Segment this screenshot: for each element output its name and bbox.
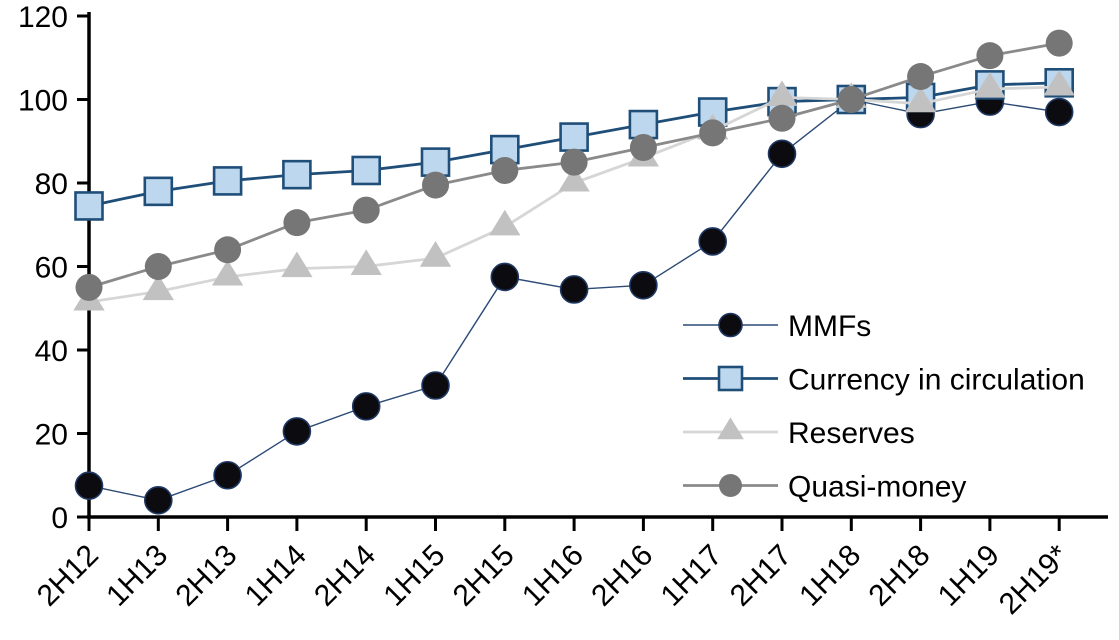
legend-label-reserves: Reserves (788, 417, 915, 450)
series-quasi-money-marker (560, 148, 588, 176)
x-tick-label: 1H15 (377, 539, 451, 613)
x-tick-label: 2H19* (993, 538, 1076, 621)
series-reserves-marker (974, 71, 1006, 98)
series-mmfs-marker (1044, 97, 1074, 127)
series-quasi-money-marker (75, 273, 103, 301)
legend-marker-quasi-money (719, 474, 742, 497)
series-reserves-marker (766, 80, 798, 106)
series-quasi-money-marker (976, 42, 1004, 70)
series-currency-in-circulation-marker (559, 122, 589, 152)
series-reserves-marker (281, 251, 313, 278)
series-mmfs-marker (144, 485, 173, 515)
series-quasi-money-marker (629, 134, 657, 162)
series-quasi-money-marker (837, 86, 865, 113)
series-reserves-marker (211, 259, 244, 286)
legend-marker-mmfs (718, 312, 743, 338)
x-tick-label: 2H17 (724, 539, 798, 613)
series-quasi-money-marker (283, 209, 311, 237)
y-tick-label: 80 (35, 168, 68, 201)
series-reserves-marker (904, 86, 937, 113)
x-tick-label: 2H12 (31, 539, 105, 613)
series-mmfs-marker (559, 275, 589, 304)
x-tick-label: 1H19 (932, 539, 1006, 613)
series-reserves-marker (142, 274, 174, 301)
series-currency-in-circulation-marker (282, 159, 312, 190)
legend-label-quasi-money: Quasi-money (788, 471, 966, 504)
y-tick-label: 120 (18, 1, 68, 34)
series-mmfs-marker (629, 270, 658, 300)
series-quasi-money-marker (1045, 29, 1073, 57)
series-reserves-marker (489, 209, 521, 236)
series-mmfs-marker (698, 227, 728, 256)
series-mmfs-marker (421, 371, 450, 400)
series-mmfs-marker (213, 460, 242, 490)
series-mmfs-marker (351, 392, 381, 421)
x-tick-label: 1H14 (239, 539, 313, 613)
series-mmfs-marker (282, 417, 312, 446)
series-mmfs-marker (74, 471, 104, 500)
series-mmfs-marker (767, 139, 797, 169)
series-currency-in-circulation-marker (351, 155, 382, 186)
series-currency-in-circulation-marker (143, 176, 174, 207)
x-tick-label: 1H16 (516, 539, 590, 613)
legend-item-reserves: Reserves (683, 417, 915, 450)
legend-item-currency-in-circulation: Currency in circulation (683, 364, 1085, 397)
x-tick-label: 2H13 (170, 539, 244, 613)
x-tick-label: 1H18 (793, 539, 867, 613)
series-reserves-marker (350, 249, 382, 276)
y-tick-label: 20 (35, 419, 68, 452)
series-quasi-money-marker (352, 196, 380, 224)
series-currency-in-circulation-marker (628, 109, 659, 140)
series-currency-in-circulation-marker (420, 147, 451, 177)
x-tick-label: 2H14 (308, 539, 382, 613)
y-tick-label: 0 (51, 502, 68, 535)
legend: MMFs Currency in circulation Reserves Quasi… (683, 310, 1085, 504)
series-quasi-money-marker (422, 171, 449, 199)
series-quasi-money-marker (214, 236, 242, 264)
x-tick-label: 2H18 (863, 539, 937, 613)
series-mmfs (74, 85, 1074, 515)
x-tick-label: 2H16 (585, 539, 659, 613)
series-reserves-marker (558, 165, 590, 192)
series-quasi-money-marker (144, 253, 172, 280)
series-quasi-money (75, 29, 1073, 301)
legend-label-mmfs: MMFs (788, 310, 871, 343)
series-reserves-marker (1043, 69, 1075, 96)
series-quasi-money-marker (699, 119, 727, 147)
series-currency-in-circulation-marker (212, 166, 243, 196)
series-quasi-money-marker (768, 104, 796, 132)
legend-marker-currency-in-circulation (717, 365, 744, 392)
legend-label-currency-in-circulation: Currency in circulation (788, 364, 1085, 397)
y-tick-label: 40 (35, 335, 68, 368)
x-tick-label: 1H17 (655, 539, 729, 613)
legend-item-quasi-money: Quasi-money (683, 471, 966, 504)
series-reserves-marker (419, 241, 452, 267)
series-quasi-money-marker (907, 63, 935, 91)
series-mmfs-marker (490, 262, 520, 292)
x-tick-label: 2H15 (447, 539, 521, 613)
x-tick-label: 1H13 (100, 539, 174, 613)
legend-marker-reserves (717, 417, 744, 440)
y-tick-label: 60 (35, 252, 68, 285)
series-quasi-money-marker (491, 156, 519, 184)
y-tick-label: 100 (18, 85, 68, 118)
legend-item-mmfs: MMFs (683, 310, 871, 343)
series-currency-in-circulation-marker (74, 191, 104, 221)
